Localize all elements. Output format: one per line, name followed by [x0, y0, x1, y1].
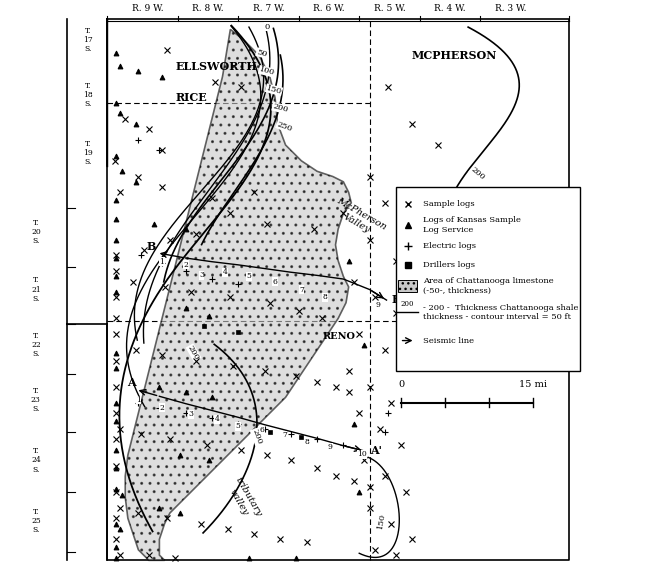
- Text: 150: 150: [376, 512, 387, 529]
- Text: 2: 2: [160, 404, 164, 412]
- Text: 200: 200: [250, 428, 263, 446]
- Text: 7: 7: [299, 286, 304, 293]
- Text: 7: 7: [282, 431, 287, 439]
- Polygon shape: [125, 29, 351, 560]
- Text: T.
20
S.: T. 20 S.: [31, 219, 41, 245]
- Text: R. 8 W.: R. 8 W.: [192, 4, 224, 12]
- Text: 150: 150: [265, 84, 283, 96]
- Text: 5: 5: [246, 272, 251, 280]
- Text: T.
25
S.: T. 25 S.: [31, 507, 41, 534]
- Text: 200: 200: [469, 166, 486, 182]
- Text: Sample logs: Sample logs: [423, 200, 475, 208]
- Text: 2: 2: [183, 261, 188, 269]
- Text: McPherson
Valley: McPherson Valley: [330, 196, 388, 241]
- Text: T.
19
S.: T. 19 S.: [84, 140, 94, 166]
- Text: T.
17
S.: T. 17 S.: [84, 26, 94, 53]
- Text: Seismic line: Seismic line: [423, 336, 474, 345]
- Text: 200: 200: [401, 300, 414, 308]
- Text: 9: 9: [328, 443, 333, 452]
- Text: 10: 10: [357, 450, 367, 458]
- Text: 3: 3: [188, 410, 194, 418]
- Text: 100: 100: [259, 65, 276, 77]
- Text: Logs of Kansas Sample
Log Service: Logs of Kansas Sample Log Service: [423, 216, 521, 233]
- Text: T.
18
S.: T. 18 S.: [84, 82, 94, 108]
- Text: 15 mi: 15 mi: [519, 380, 547, 389]
- Text: RICE: RICE: [175, 92, 207, 103]
- Text: 8: 8: [304, 438, 309, 446]
- Text: 1: 1: [136, 396, 141, 404]
- Text: 9: 9: [375, 301, 380, 309]
- Text: 50: 50: [255, 48, 268, 58]
- Text: R. 5 W.: R. 5 W.: [374, 4, 406, 12]
- Text: T.
24
S.: T. 24 S.: [31, 447, 41, 474]
- Bar: [398, 279, 417, 292]
- Text: 0: 0: [398, 380, 404, 389]
- Text: MCPHERSON: MCPHERSON: [411, 50, 497, 61]
- Text: 200: 200: [186, 344, 201, 362]
- Text: R. 3 W.: R. 3 W.: [495, 4, 527, 12]
- Text: RENO: RENO: [322, 332, 356, 342]
- Text: A: A: [127, 377, 135, 387]
- Text: ELLSWORTH: ELLSWORTH: [175, 61, 257, 72]
- Text: W: W: [504, 277, 514, 287]
- Text: R. 9 W.: R. 9 W.: [132, 4, 164, 12]
- Text: B': B': [392, 294, 404, 305]
- Text: 5: 5: [236, 422, 240, 430]
- Text: Area of Chattanooga limestone
(-50-, thickness): Area of Chattanooga limestone (-50-, thi…: [423, 278, 554, 295]
- Text: R. 6 W.: R. 6 W.: [313, 4, 345, 12]
- Text: T.
23
S.: T. 23 S.: [31, 387, 41, 413]
- Text: 3: 3: [199, 272, 204, 279]
- Text: T.
22
S.: T. 22 S.: [31, 332, 41, 358]
- Text: 6: 6: [272, 278, 278, 286]
- Text: B: B: [146, 241, 155, 252]
- Text: 4: 4: [214, 416, 220, 423]
- Text: 0: 0: [265, 23, 270, 31]
- Text: T.
21
S.: T. 21 S.: [31, 276, 41, 303]
- Text: N: N: [534, 248, 542, 258]
- Text: Drillers logs: Drillers logs: [423, 261, 475, 269]
- Text: tributary
valley: tributary valley: [224, 476, 263, 524]
- Text: R. 4 W.: R. 4 W.: [434, 4, 466, 12]
- Text: 1: 1: [160, 258, 164, 266]
- Text: - 200 -  Thickness Chattanooga shale
thickness - contour interval = 50 ft: - 200 - Thickness Chattanooga shale thic…: [423, 303, 578, 321]
- Text: R. 7 W.: R. 7 W.: [253, 4, 285, 12]
- Text: 6: 6: [259, 426, 265, 434]
- Text: Electric logs: Electric logs: [423, 242, 476, 250]
- Text: S: S: [534, 305, 541, 315]
- Text: 250: 250: [276, 120, 293, 133]
- Text: A': A': [370, 445, 382, 456]
- Bar: [396, 187, 580, 371]
- Text: E: E: [562, 277, 568, 287]
- Text: 4: 4: [223, 268, 227, 276]
- Text: 8: 8: [322, 293, 328, 302]
- Text: 200: 200: [272, 102, 289, 114]
